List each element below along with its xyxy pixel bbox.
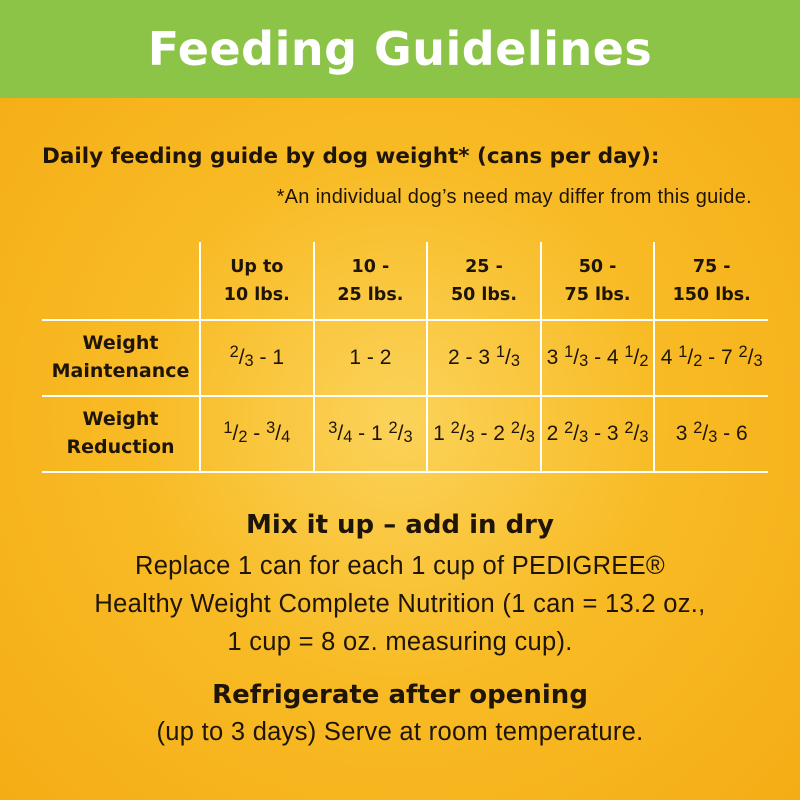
mix-line: Replace 1 can for each 1 cup of PEDIGREE… — [134, 552, 666, 580]
page-title: Feeding Guidelines — [147, 22, 653, 76]
table-cell: 3 2/3 - 6 — [653, 395, 768, 473]
table-cell: 3/4 - 1 2/3 — [312, 395, 429, 473]
table-cell: 1/2 - 3/4 — [199, 395, 315, 473]
row-label: Weight Maintenance — [42, 319, 201, 397]
table-header-row: Up to 10 lbs. 10 - 25 lbs. 25 - 50 lbs. … — [42, 242, 768, 321]
mix-section-body: Replace 1 can for each 1 cup of PEDIGREE… — [0, 547, 800, 661]
table-cell: 2/3 - 1 — [199, 319, 315, 397]
guide-subtitle: Daily feeding guide by dog weight* (cans… — [42, 144, 660, 169]
table-cell: 1 - 2 — [312, 319, 429, 397]
table-cell: 3 1/3 - 4 1/2 — [539, 319, 656, 397]
column-header: 25 - 50 lbs. — [426, 242, 542, 321]
table-cell: 2 - 3 1/3 — [426, 319, 542, 397]
guide-disclaimer: *An individual dog’s need may differ fro… — [276, 186, 752, 208]
column-header: Up to 10 lbs. — [199, 242, 315, 321]
table-row: Weight Reduction 1/2 - 3/4 3/4 - 1 2/3 1… — [42, 395, 768, 473]
mix-section-title: Mix it up – add in dry — [246, 510, 554, 540]
column-header: 50 - 75 lbs. — [539, 242, 656, 321]
mix-line: Healthy Weight Complete Nutrition (1 can… — [94, 590, 706, 618]
feeding-table: Up to 10 lbs. 10 - 25 lbs. 25 - 50 lbs. … — [42, 242, 768, 473]
table-row: Weight Maintenance 2/3 - 1 1 - 2 2 - 3 1… — [42, 319, 768, 397]
column-header: 75 - 150 lbs. — [653, 242, 768, 321]
storage-body: (up to 3 days) Serve at room temperature… — [156, 718, 644, 746]
row-label: Weight Reduction — [42, 395, 201, 473]
storage-title: Refrigerate after opening — [212, 680, 588, 710]
table-corner-cell — [42, 242, 201, 321]
table-cell: 2 2/3 - 3 2/3 — [539, 395, 656, 473]
table-cell: 4 1/2 - 7 2/3 — [653, 319, 768, 397]
mix-line: 1 cup = 8 oz. measuring cup). — [227, 628, 573, 656]
table-cell: 1 2/3 - 2 2/3 — [426, 395, 542, 473]
column-header: 10 - 25 lbs. — [312, 242, 429, 321]
header-banner: Feeding Guidelines — [0, 0, 800, 98]
